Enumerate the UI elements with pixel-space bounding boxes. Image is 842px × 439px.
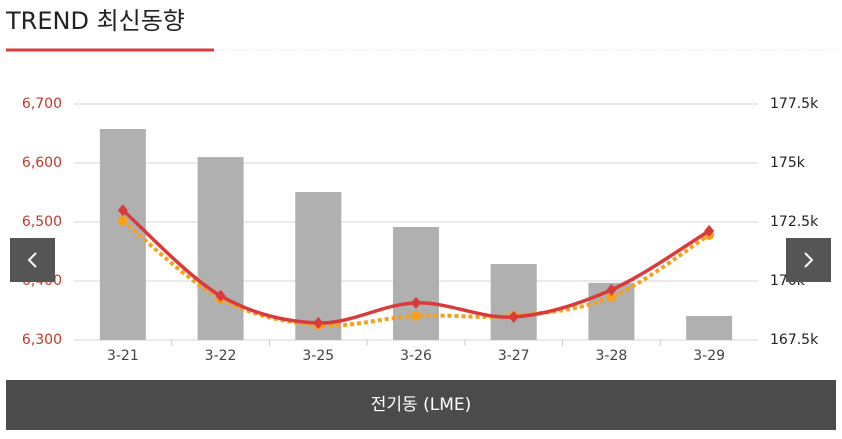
y-tick-label: 6,300: [22, 332, 62, 348]
y-tick-label: 6,600: [22, 155, 62, 171]
next-icon[interactable]: [804, 252, 814, 268]
footer-label[interactable]: 전기동 (LME): [371, 395, 471, 415]
point: [411, 296, 421, 309]
bar: [197, 157, 244, 340]
footer-bar[interactable]: [6, 380, 836, 430]
y-tick-label: 6,500: [22, 214, 62, 230]
point: [117, 215, 128, 226]
bar: [686, 315, 733, 340]
x-tick-label: 3-22: [205, 348, 237, 364]
plot: 6,3006,4006,5006,6006,700167.5k170k172.5…: [22, 96, 819, 364]
page-title: TREND 최신동향: [5, 7, 185, 35]
y2-tick-label: 175k: [770, 155, 806, 171]
point: [508, 310, 519, 323]
y2-tick-label: 177.5k: [770, 96, 819, 112]
point: [215, 289, 226, 302]
bar: [99, 129, 146, 340]
x-tick-label: 3-25: [302, 348, 334, 364]
prev-button[interactable]: [10, 238, 55, 282]
next-button[interactable]: [786, 238, 831, 282]
y-tick-label: 6,700: [22, 96, 62, 112]
x-tick-label: 3-26: [400, 348, 432, 364]
x-tick-label: 3-21: [107, 348, 139, 364]
x-tick-label: 3-29: [693, 348, 725, 364]
point: [704, 224, 715, 237]
point: [411, 310, 421, 321]
prev-icon[interactable]: [27, 252, 37, 268]
point: [606, 283, 617, 296]
point: [313, 316, 324, 329]
bar: [295, 192, 342, 340]
point: [606, 291, 617, 302]
bar: [393, 226, 439, 340]
point: [117, 204, 128, 217]
y2-tick-label: 172.5k: [770, 214, 819, 230]
x-tick-label: 3-27: [498, 348, 530, 364]
x-tick-label: 3-28: [596, 348, 628, 364]
bar: [490, 264, 537, 340]
y2-tick-label: 167.5k: [770, 332, 819, 348]
